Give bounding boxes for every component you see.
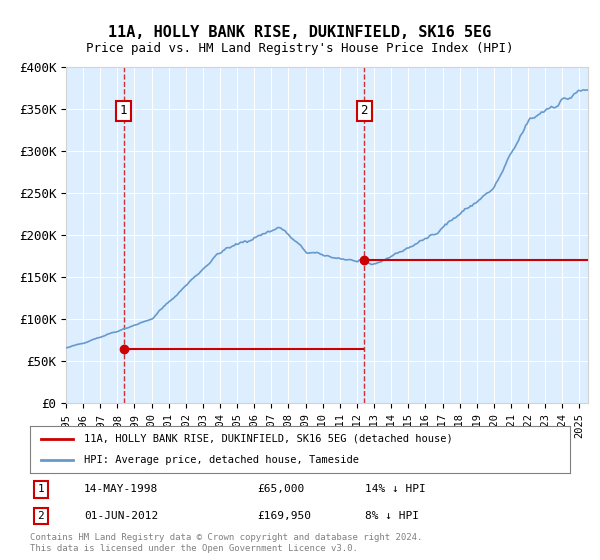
Text: 11A, HOLLY BANK RISE, DUKINFIELD, SK16 5EG (detached house): 11A, HOLLY BANK RISE, DUKINFIELD, SK16 5… <box>84 434 453 444</box>
Text: HPI: Average price, detached house, Tameside: HPI: Average price, detached house, Tame… <box>84 455 359 465</box>
Text: 8% ↓ HPI: 8% ↓ HPI <box>365 511 419 521</box>
Text: 01-JUN-2012: 01-JUN-2012 <box>84 511 158 521</box>
Text: Contains HM Land Registry data © Crown copyright and database right 2024.
This d: Contains HM Land Registry data © Crown c… <box>30 533 422 553</box>
Text: 1: 1 <box>120 104 127 118</box>
Text: £169,950: £169,950 <box>257 511 311 521</box>
Text: 11A, HOLLY BANK RISE, DUKINFIELD, SK16 5EG: 11A, HOLLY BANK RISE, DUKINFIELD, SK16 5… <box>109 25 491 40</box>
Text: 2: 2 <box>37 511 44 521</box>
Text: Price paid vs. HM Land Registry's House Price Index (HPI): Price paid vs. HM Land Registry's House … <box>86 42 514 55</box>
Text: 2: 2 <box>361 104 368 118</box>
Text: 14-MAY-1998: 14-MAY-1998 <box>84 484 158 494</box>
Text: 1: 1 <box>37 484 44 494</box>
Text: £65,000: £65,000 <box>257 484 304 494</box>
Text: 14% ↓ HPI: 14% ↓ HPI <box>365 484 425 494</box>
